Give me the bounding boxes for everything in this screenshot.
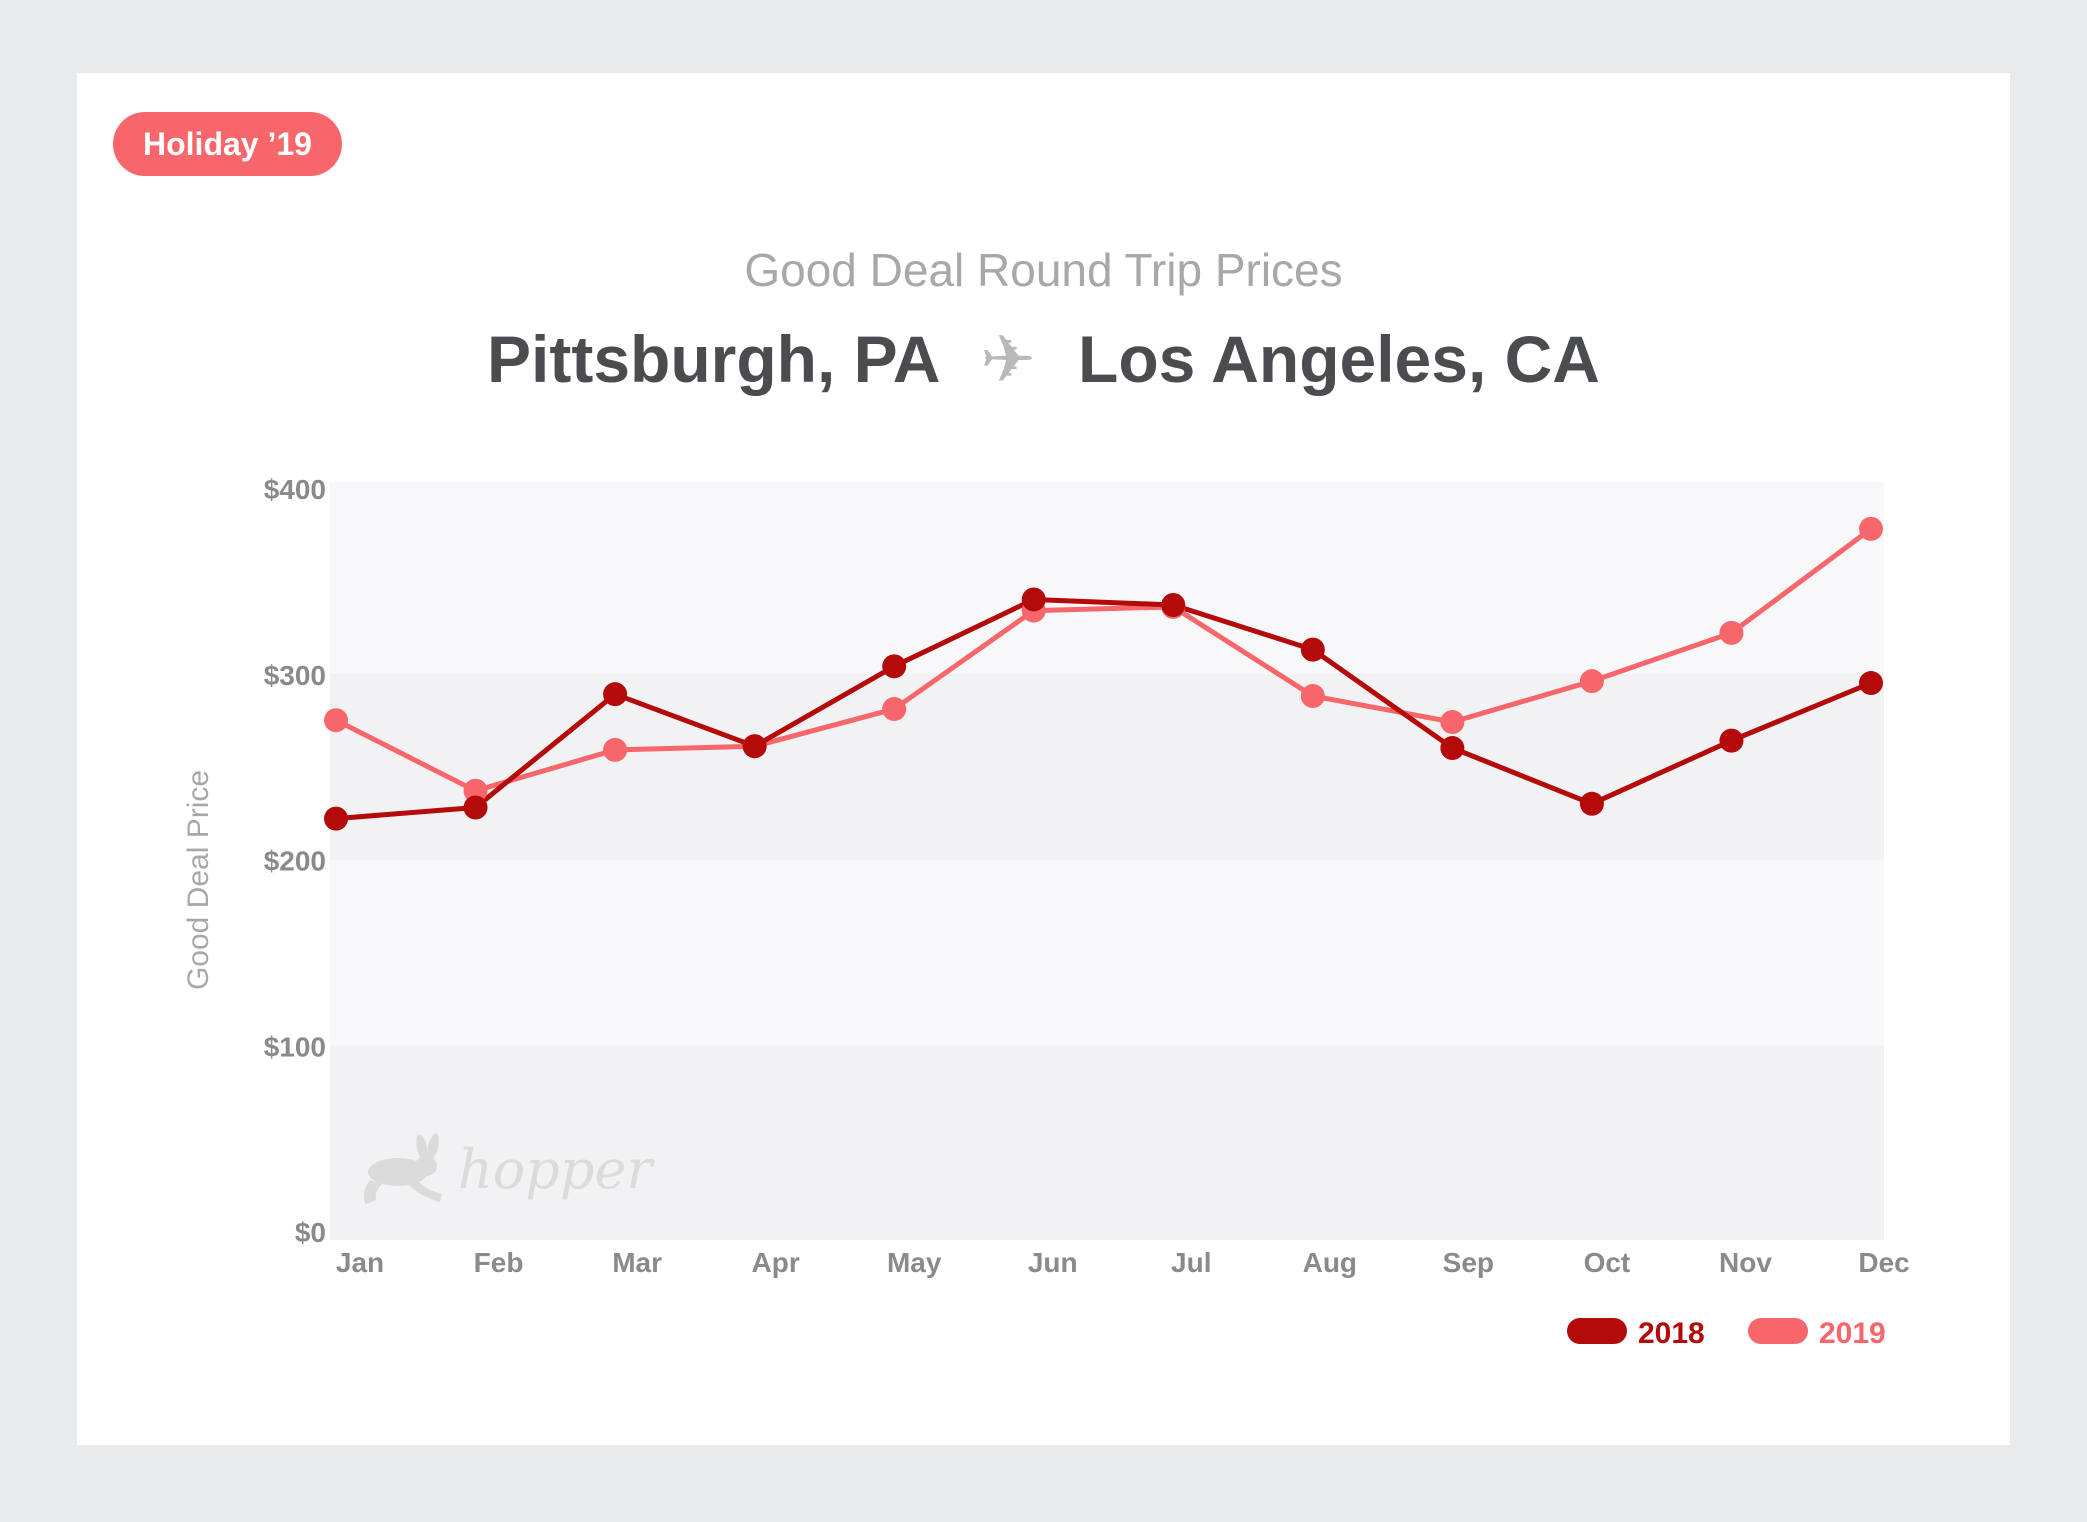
y-tick-label: $400 xyxy=(264,474,326,505)
series-line-2019 xyxy=(333,526,1874,794)
series-lines xyxy=(333,526,1874,822)
legend-label-2019: 2019 xyxy=(1819,1317,1886,1350)
y-axis-label: Good Deal Price xyxy=(182,770,215,990)
legend-label-2018: 2018 xyxy=(1638,1317,1705,1350)
data-point-2019 xyxy=(324,708,348,733)
destination-city: Los Angeles, CA xyxy=(1078,322,1600,396)
data-point-2018 xyxy=(1859,671,1883,696)
x-tick-label: Sep xyxy=(1443,1247,1494,1278)
series-line-2018 xyxy=(333,597,1874,822)
data-point-2018 xyxy=(463,795,488,820)
x-tick-label: May xyxy=(887,1247,942,1278)
x-tick-label: Oct xyxy=(1584,1247,1631,1278)
route-title: Pittsburgh, PA ✈ Los Angeles, CA xyxy=(77,321,2010,398)
plot-band xyxy=(330,673,1884,860)
data-point-2018 xyxy=(1579,791,1604,816)
data-point-2019 xyxy=(463,778,488,803)
x-tick-label: Nov xyxy=(1719,1247,1772,1278)
data-point-2018 xyxy=(882,654,907,679)
bunny-icon xyxy=(363,1133,442,1204)
chart-subtitle: Good Deal Round Trip Prices xyxy=(744,244,1343,296)
y-tick-label: $200 xyxy=(264,846,326,877)
plot-band xyxy=(330,482,1884,674)
data-point-2019 xyxy=(1579,669,1604,694)
data-point-2018 xyxy=(1021,587,1046,612)
data-point-2019 xyxy=(1859,516,1883,541)
hopper-watermark: hopper xyxy=(363,1133,655,1204)
x-tick-label: Jun xyxy=(1028,1247,1078,1278)
data-point-2019 xyxy=(603,737,628,762)
x-axis-ticks: Jan Feb Mar Apr May Jun Jul Aug Sep Oct Nov Dec xyxy=(336,1247,1910,1278)
legend: 2018 2019 xyxy=(1567,1317,1886,1350)
holiday-badge: Holiday ’19 xyxy=(113,112,342,176)
y-tick-label: $100 xyxy=(264,1031,326,1062)
data-point-2018 xyxy=(742,734,767,759)
y-tick-label: $0 xyxy=(295,1217,326,1248)
hopper-logo-text: hopper xyxy=(458,1138,655,1201)
y-tick-label: $300 xyxy=(264,660,326,691)
data-point-2018 xyxy=(1440,736,1465,761)
x-tick-label: Apr xyxy=(752,1247,800,1278)
legend-swatch-2018 xyxy=(1567,1318,1627,1344)
data-point-2018 xyxy=(324,806,348,831)
plot-band xyxy=(330,859,1884,1046)
series-points xyxy=(324,516,1883,831)
x-tick-label: Dec xyxy=(1858,1247,1909,1278)
airplane-icon: ✈ xyxy=(980,322,1036,396)
data-point-2019 xyxy=(1440,710,1465,735)
plot-band xyxy=(330,1045,1884,1240)
plot-background xyxy=(330,482,1884,1240)
data-point-2018 xyxy=(603,682,628,707)
data-point-2018 xyxy=(1161,593,1186,618)
data-point-2018 xyxy=(1300,637,1325,662)
x-tick-label: Jan xyxy=(336,1247,384,1278)
data-point-2019 xyxy=(1719,620,1744,645)
data-point-2018 xyxy=(1719,728,1744,753)
legend-swatch-2019 xyxy=(1748,1318,1808,1344)
y-axis-ticks: $0 $100 $200 $300 $400 xyxy=(264,474,326,1248)
data-point-2019 xyxy=(882,697,907,722)
x-tick-label: Feb xyxy=(474,1247,524,1278)
data-point-2019 xyxy=(1300,684,1325,709)
x-tick-label: Mar xyxy=(612,1247,662,1278)
origin-city: Pittsburgh, PA xyxy=(487,322,938,396)
x-tick-label: Jul xyxy=(1171,1247,1211,1278)
x-tick-label: Aug xyxy=(1303,1247,1357,1278)
